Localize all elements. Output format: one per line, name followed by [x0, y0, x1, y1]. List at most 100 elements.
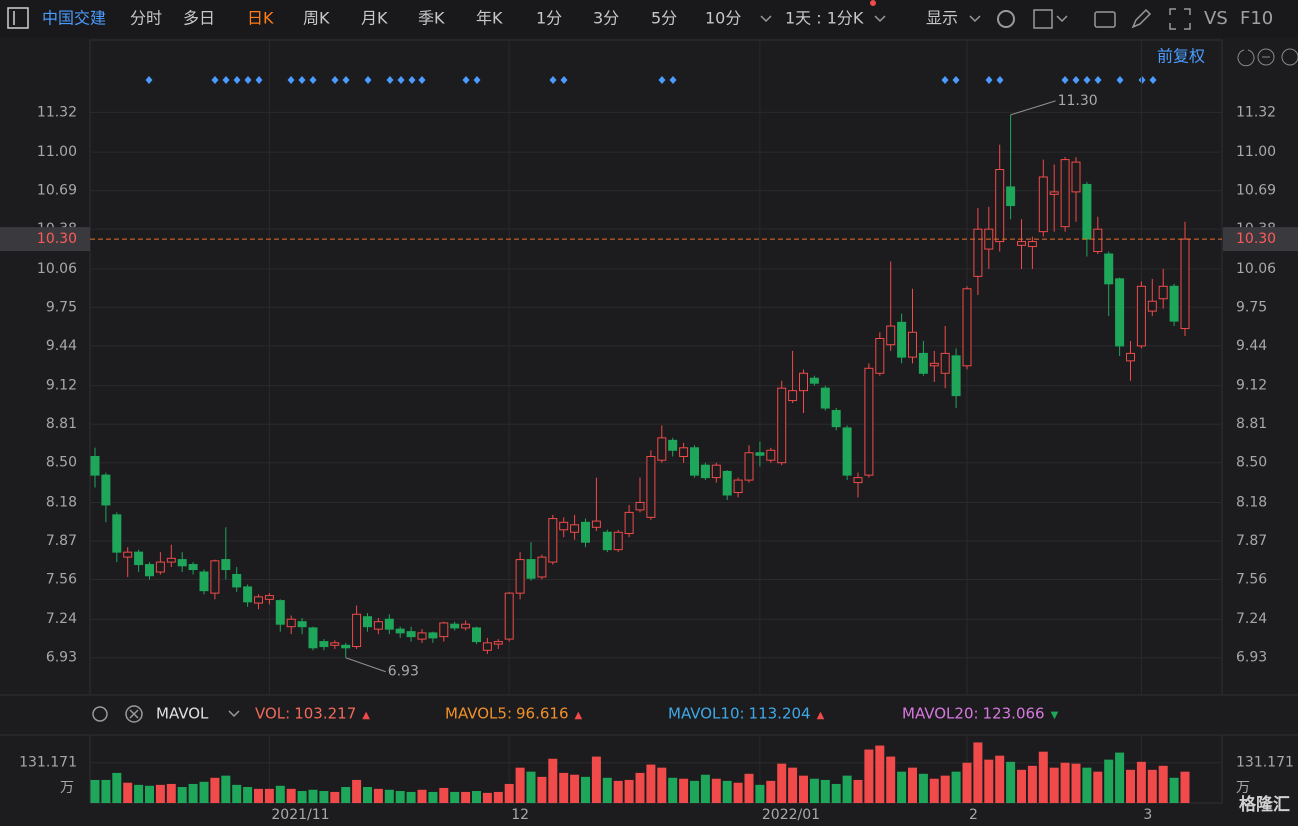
- period-tab[interactable]: 年K: [476, 9, 503, 28]
- close-icon-x: [129, 709, 139, 719]
- candle-body: [722, 470, 732, 496]
- candle-body: [199, 571, 209, 592]
- candle-body: [243, 586, 253, 603]
- volume-bar: [940, 775, 950, 803]
- candle-body: [581, 521, 590, 543]
- x-tick-label: 2: [969, 807, 978, 823]
- candle-body: [1038, 176, 1048, 233]
- period-tab[interactable]: 1分: [536, 9, 562, 28]
- y-tick-label: 7.24: [46, 611, 77, 627]
- volume-bar: [493, 791, 503, 803]
- candle-body: [679, 447, 689, 457]
- layout-dropdown: [1056, 15, 1068, 23]
- x-tick-label: 2021/11: [271, 807, 329, 823]
- signal-marker: [364, 76, 372, 84]
- volume-tick-label: 131.171: [19, 755, 77, 771]
- y-tick-label: 11.32: [1236, 104, 1276, 120]
- camera-button[interactable]: [1094, 11, 1116, 28]
- period-tab[interactable]: 月K: [361, 9, 388, 28]
- y-tick-label: 9.12: [1236, 378, 1267, 394]
- y-tick-label: 8.50: [46, 455, 77, 471]
- volume-bar: [210, 777, 220, 803]
- volume-bar: [417, 789, 427, 803]
- volume-bar: [297, 791, 307, 803]
- period-tab[interactable]: 5分: [651, 9, 677, 28]
- volume-bar: [1006, 761, 1016, 803]
- period-dropdown[interactable]: [760, 15, 772, 23]
- volume-bar: [1158, 765, 1168, 803]
- period-tab[interactable]: 日K: [247, 9, 274, 28]
- signal-marker: [1083, 76, 1091, 84]
- volume-bar: [1027, 765, 1037, 803]
- signal-marker: [1094, 76, 1102, 84]
- symbol[interactable]: 中国交建: [42, 9, 106, 28]
- legend-arrow: ▲: [362, 710, 370, 721]
- volume-bar: [254, 788, 263, 803]
- candle-body: [210, 560, 220, 594]
- signal-marker: [386, 76, 394, 84]
- candle-body: [1126, 352, 1135, 362]
- f10-button[interactable]: F10: [1240, 8, 1273, 29]
- candle-body: [406, 631, 416, 638]
- candle-body: [635, 501, 645, 511]
- y-tick-label: 8.50: [1236, 455, 1267, 471]
- indicator-name[interactable]: MAVOL: [156, 705, 209, 723]
- volume-bar: [319, 791, 329, 803]
- candle-body: [624, 511, 634, 535]
- volume-bar: [243, 787, 253, 803]
- legend-name: MAVOL10:: [668, 705, 745, 723]
- volume-bar: [897, 771, 907, 803]
- volume-bar: [624, 779, 634, 803]
- settings-button[interactable]: [997, 10, 1015, 28]
- volume-bar: [112, 772, 122, 803]
- signal-marker: [952, 76, 960, 84]
- close-icon[interactable]: [125, 705, 143, 723]
- candle-body: [853, 477, 863, 484]
- adjust-mode[interactable]: 前复权: [1157, 47, 1205, 66]
- period-tab[interactable]: 3分: [593, 9, 619, 28]
- volume-bar: [134, 784, 144, 803]
- signal-marker: [669, 76, 677, 84]
- volume-bar: [1136, 761, 1146, 803]
- y-tick-label: 9.44: [1236, 338, 1267, 354]
- volume-bar: [428, 791, 438, 803]
- candle-body: [526, 559, 536, 579]
- reset[interactable]: [1237, 49, 1255, 67]
- indicator-dropdown[interactable]: [228, 710, 240, 718]
- vs-button[interactable]: VS: [1204, 8, 1228, 29]
- candle-body: [820, 387, 830, 409]
- volume-bar: [450, 791, 460, 803]
- candle-body: [1017, 241, 1026, 246]
- zoom-out[interactable]: [1257, 48, 1275, 66]
- layout-button[interactable]: [1033, 9, 1053, 29]
- candle-body: [537, 556, 547, 578]
- zoom-in[interactable]: [1281, 48, 1298, 66]
- period-tab[interactable]: 季K: [418, 9, 445, 28]
- candle-body: [1158, 285, 1168, 300]
- period-tab[interactable]: 10分: [705, 9, 741, 28]
- x-tick-label: 2022/01: [762, 807, 820, 823]
- candle-body: [1071, 161, 1081, 193]
- notice-dot: [870, 0, 876, 6]
- volume-bar: [809, 778, 819, 803]
- candle-body: [384, 618, 394, 630]
- volume-bar: [864, 749, 874, 803]
- period-tab[interactable]: 周K: [303, 9, 330, 28]
- candle-body: [886, 325, 896, 346]
- annotation-leader: [1010, 100, 1056, 116]
- period-tab[interactable]: 分时: [130, 9, 162, 28]
- volume-bar: [788, 767, 798, 803]
- interval-select[interactable]: 1天 : 1分K: [785, 9, 864, 28]
- volume-bar: [1038, 751, 1048, 803]
- volume-bar: [973, 742, 983, 803]
- display-menu[interactable]: 显示: [926, 9, 958, 28]
- candle-body: [711, 464, 721, 479]
- settings-icon[interactable]: [92, 706, 108, 722]
- draw-button[interactable]: [1131, 8, 1152, 29]
- sidebar-toggle[interactable]: [7, 7, 29, 29]
- volume-bar: [820, 779, 830, 803]
- volume-bar: [373, 788, 383, 803]
- period-tab[interactable]: 多日: [183, 9, 215, 28]
- fullscreen-button[interactable]: [1169, 8, 1191, 30]
- candle-body: [733, 479, 743, 494]
